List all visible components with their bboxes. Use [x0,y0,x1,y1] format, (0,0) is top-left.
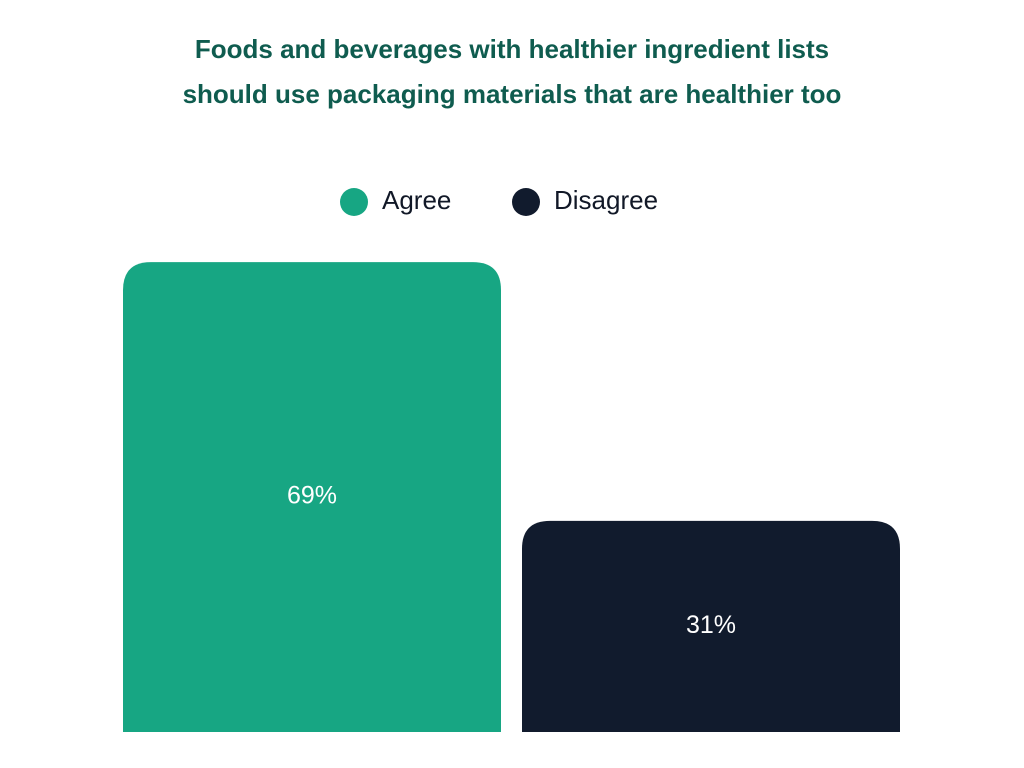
value-label: 69% [287,482,337,510]
bar [123,262,501,732]
legend-marker [340,188,368,216]
bar [522,520,900,732]
chart-title: should use packaging materials that are … [183,79,842,109]
legend-marker [512,188,540,216]
chart-title: Foods and beverages with healthier ingre… [195,34,829,64]
value-label: 31% [686,611,736,639]
legend-label: Agree [382,185,451,215]
legend-label: Disagree [554,185,658,215]
